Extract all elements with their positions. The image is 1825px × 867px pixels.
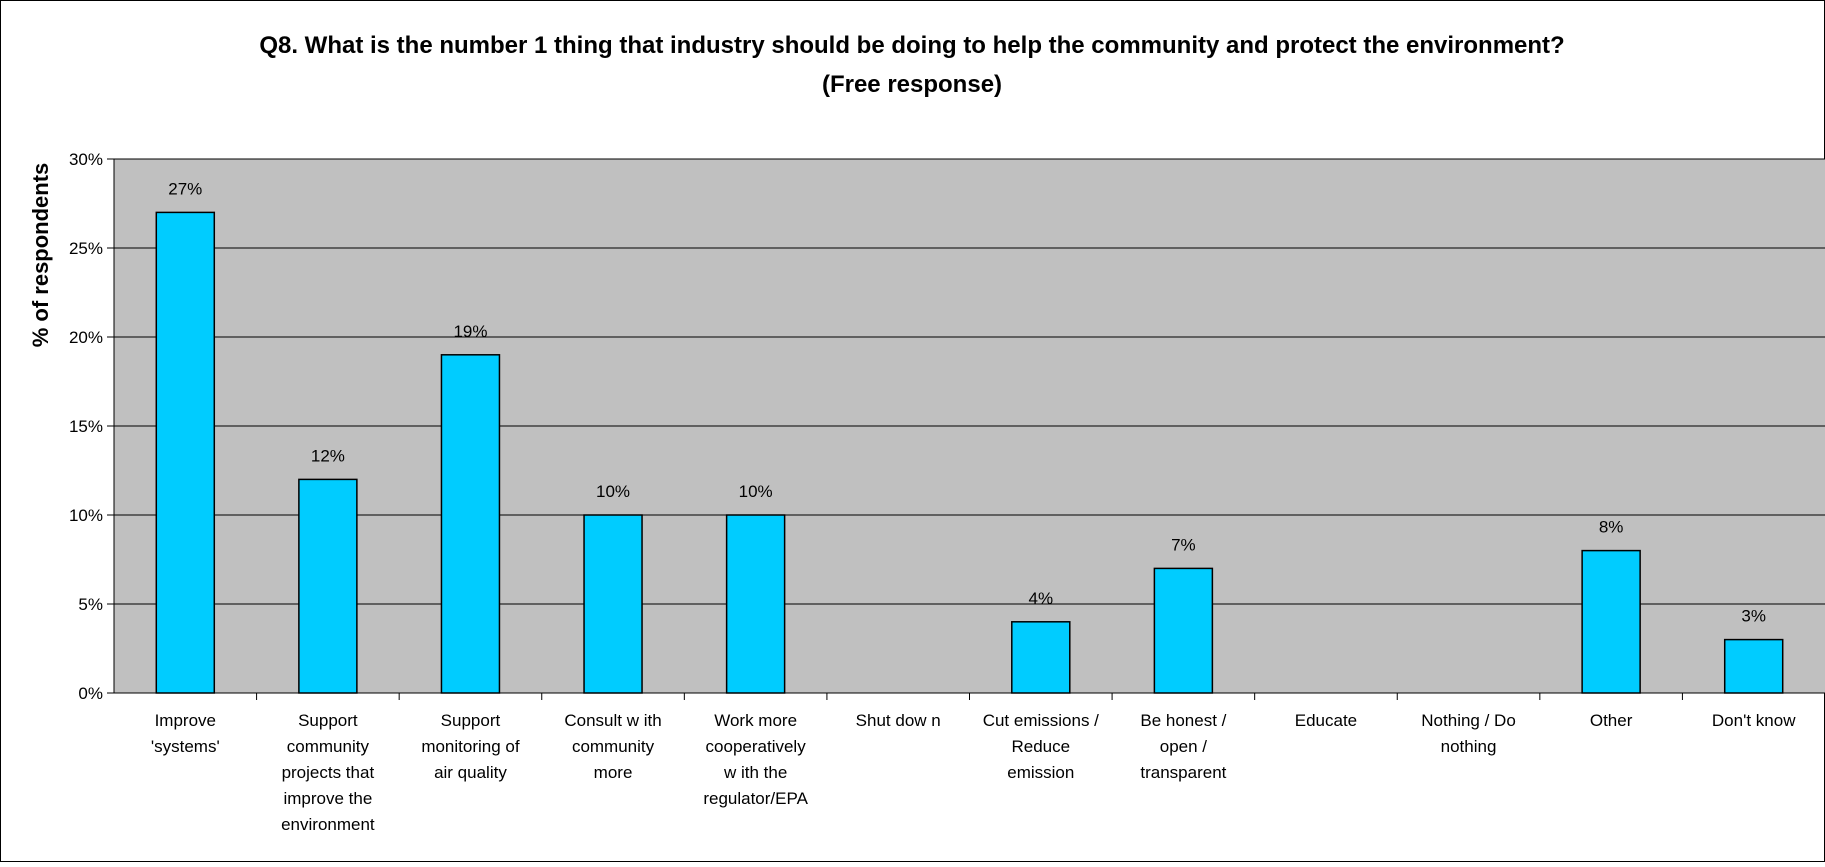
y-tick-label: 0%	[78, 684, 103, 703]
data-label: 3%	[1741, 607, 1766, 626]
y-tick-label: 15%	[69, 417, 103, 436]
x-category-label: Improve'systems'	[151, 711, 220, 756]
bar	[440, 354, 501, 694]
x-category-label: Consult w ith community more	[564, 711, 661, 782]
plot-area: 0% 5% 10% 15% 20% 25% 30% 27% Improve'systems' 12…	[69, 150, 1825, 834]
x-category-label: Don't know	[1712, 711, 1796, 730]
bar	[155, 211, 216, 694]
bar	[298, 478, 358, 694]
x-category-label: Nothing / Do nothing	[1421, 711, 1516, 756]
data-label: 10%	[739, 482, 773, 501]
x-category-label: Educate	[1295, 711, 1357, 730]
data-label: 4%	[1029, 589, 1054, 608]
y-axis-label: % of respondents	[28, 163, 53, 348]
y-tick-label: 5%	[78, 595, 103, 614]
data-label: 10%	[596, 482, 630, 501]
chart-title: Q8. What is the number 1 thing that indu…	[259, 32, 1564, 59]
bar	[1153, 567, 1214, 694]
y-tick-label: 30%	[69, 150, 103, 169]
x-category-label: Be honest / open / transparent	[1140, 711, 1226, 782]
bar	[1723, 638, 1784, 694]
x-category-label: Support monitoring of air quality	[421, 711, 520, 782]
bar	[1581, 549, 1641, 694]
data-label: 27%	[168, 179, 202, 198]
chart-subtitle: (Free response)	[822, 71, 1002, 98]
x-category-label: Work more cooperatively w ith the regulator…	[703, 711, 808, 808]
x-category-label: Other	[1590, 711, 1633, 730]
x-category-label: Support community projects that improve the…	[281, 711, 375, 834]
bar	[725, 514, 786, 694]
y-tick-label: 25%	[69, 239, 103, 258]
data-label: 7%	[1171, 535, 1196, 554]
data-label: 19%	[453, 322, 487, 341]
data-label: 12%	[311, 446, 345, 465]
x-category-label: Cut emissions / Reduce emission	[983, 711, 1099, 782]
y-tick-label: 10%	[69, 506, 103, 525]
x-category-label: Shut dow n	[856, 711, 941, 730]
bar	[583, 514, 643, 694]
y-tick-label: 20%	[69, 328, 103, 347]
bar	[1011, 621, 1071, 694]
data-label: 8%	[1599, 518, 1624, 537]
